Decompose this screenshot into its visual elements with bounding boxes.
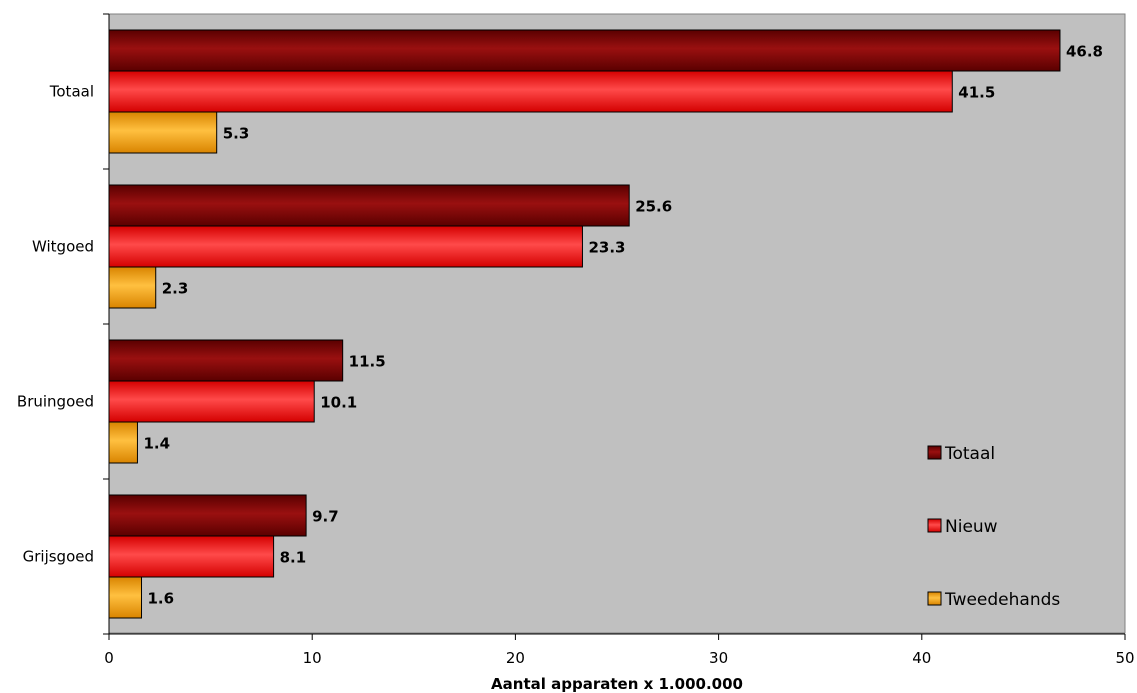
bar-bruingoed-totaal [109,340,343,381]
data-label: 5.3 [223,125,250,143]
data-label: 9.7 [312,508,339,526]
data-label: 11.5 [349,353,386,371]
bar-grijsgoed-nieuw [109,536,274,577]
bar-witgoed-nieuw [109,226,582,267]
legend-label-nieuw: Nieuw [945,517,998,537]
x-tick-label: 30 [709,649,728,667]
x-axis-title: Aantal apparaten x 1.000.000 [491,675,743,693]
bar-bruingoed-tweedehands [109,422,137,463]
data-label: 41.5 [958,84,995,102]
legend-label-totaal: Totaal [944,444,995,464]
bar-totaal-totaal [109,30,1060,71]
category-label: Bruingoed [17,393,94,411]
bar-bruingoed-nieuw [109,381,314,422]
x-axis-ticks: 0 10 20 30 40 50 [104,634,1134,667]
category-labels: Totaal Witgoed Bruingoed Grijsgoed [17,14,109,634]
category-label: Totaal [49,83,94,101]
bar-totaal-tweedehands [109,112,217,153]
x-tick-label: 40 [912,649,931,667]
data-label: 46.8 [1066,43,1103,61]
data-label: 1.4 [143,435,170,453]
data-label: 10.1 [320,394,357,412]
bar-witgoed-totaal [109,185,629,226]
bar-totaal-nieuw [109,71,952,112]
data-label: 8.1 [280,549,307,567]
x-tick-label: 50 [1115,649,1134,667]
category-label: Witgoed [32,238,94,256]
data-label: 23.3 [588,239,625,257]
data-label: 2.3 [162,280,189,298]
legend-swatch-totaal [928,446,941,459]
x-tick-label: 10 [303,649,322,667]
bar-grijsgoed-totaal [109,495,306,536]
x-tick-label: 20 [506,649,525,667]
x-tick-label: 0 [104,649,114,667]
bar-witgoed-tweedehands [109,267,156,308]
data-label: 25.6 [635,198,672,216]
category-label: Grijsgoed [23,548,94,566]
bar-grijsgoed-tweedehands [109,577,142,618]
legend-swatch-nieuw [928,519,941,532]
legend-swatch-tweedehands [928,592,941,605]
legend-label-tweedehands: Tweedehands [944,590,1060,610]
data-label: 1.6 [148,590,175,608]
